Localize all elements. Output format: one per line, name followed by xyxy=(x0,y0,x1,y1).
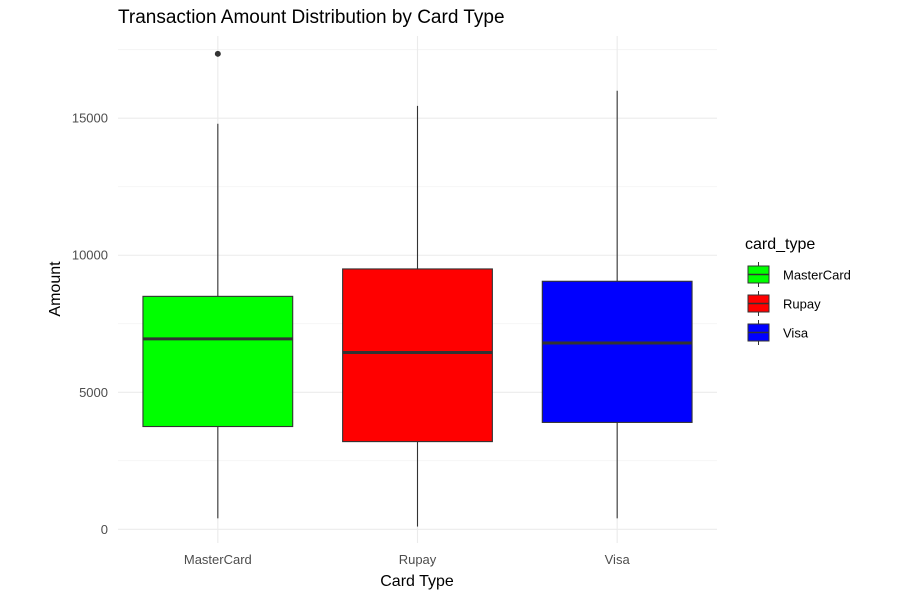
box-mastercard xyxy=(142,295,294,428)
y-tick-labels: 0 5000 10000 15000 xyxy=(72,111,108,537)
box-layer xyxy=(142,268,693,443)
box-visa xyxy=(541,280,693,423)
outlier-point xyxy=(214,50,221,57)
whisker-layer xyxy=(217,90,618,527)
x-axis-title: Card Type xyxy=(380,573,454,590)
x-tick-label: Rupay xyxy=(399,552,437,567)
y-tick-label: 0 xyxy=(101,522,108,537)
outlier-layer xyxy=(214,50,221,57)
x-tick-labels: MasterCard Rupay Visa xyxy=(184,552,631,567)
legend-label: Rupay xyxy=(783,297,821,312)
y-tick-label: 10000 xyxy=(72,248,108,263)
x-tick-label: Visa xyxy=(605,552,631,567)
x-tick-label: MasterCard xyxy=(184,552,252,567)
box-rupay xyxy=(342,268,493,443)
legend-label: Visa xyxy=(783,326,809,341)
chart-title: Transaction Amount Distribution by Card … xyxy=(118,7,505,28)
legend-title: card_type xyxy=(745,236,815,253)
y-tick-label: 5000 xyxy=(79,385,108,400)
y-axis-title: Amount xyxy=(47,261,64,317)
legend-items: MasterCard Rupay Visa xyxy=(747,262,851,345)
legend: card_type MasterCard Rupay Visa xyxy=(745,236,851,345)
y-tick-label: 15000 xyxy=(72,111,108,126)
legend-label: MasterCard xyxy=(783,268,851,283)
